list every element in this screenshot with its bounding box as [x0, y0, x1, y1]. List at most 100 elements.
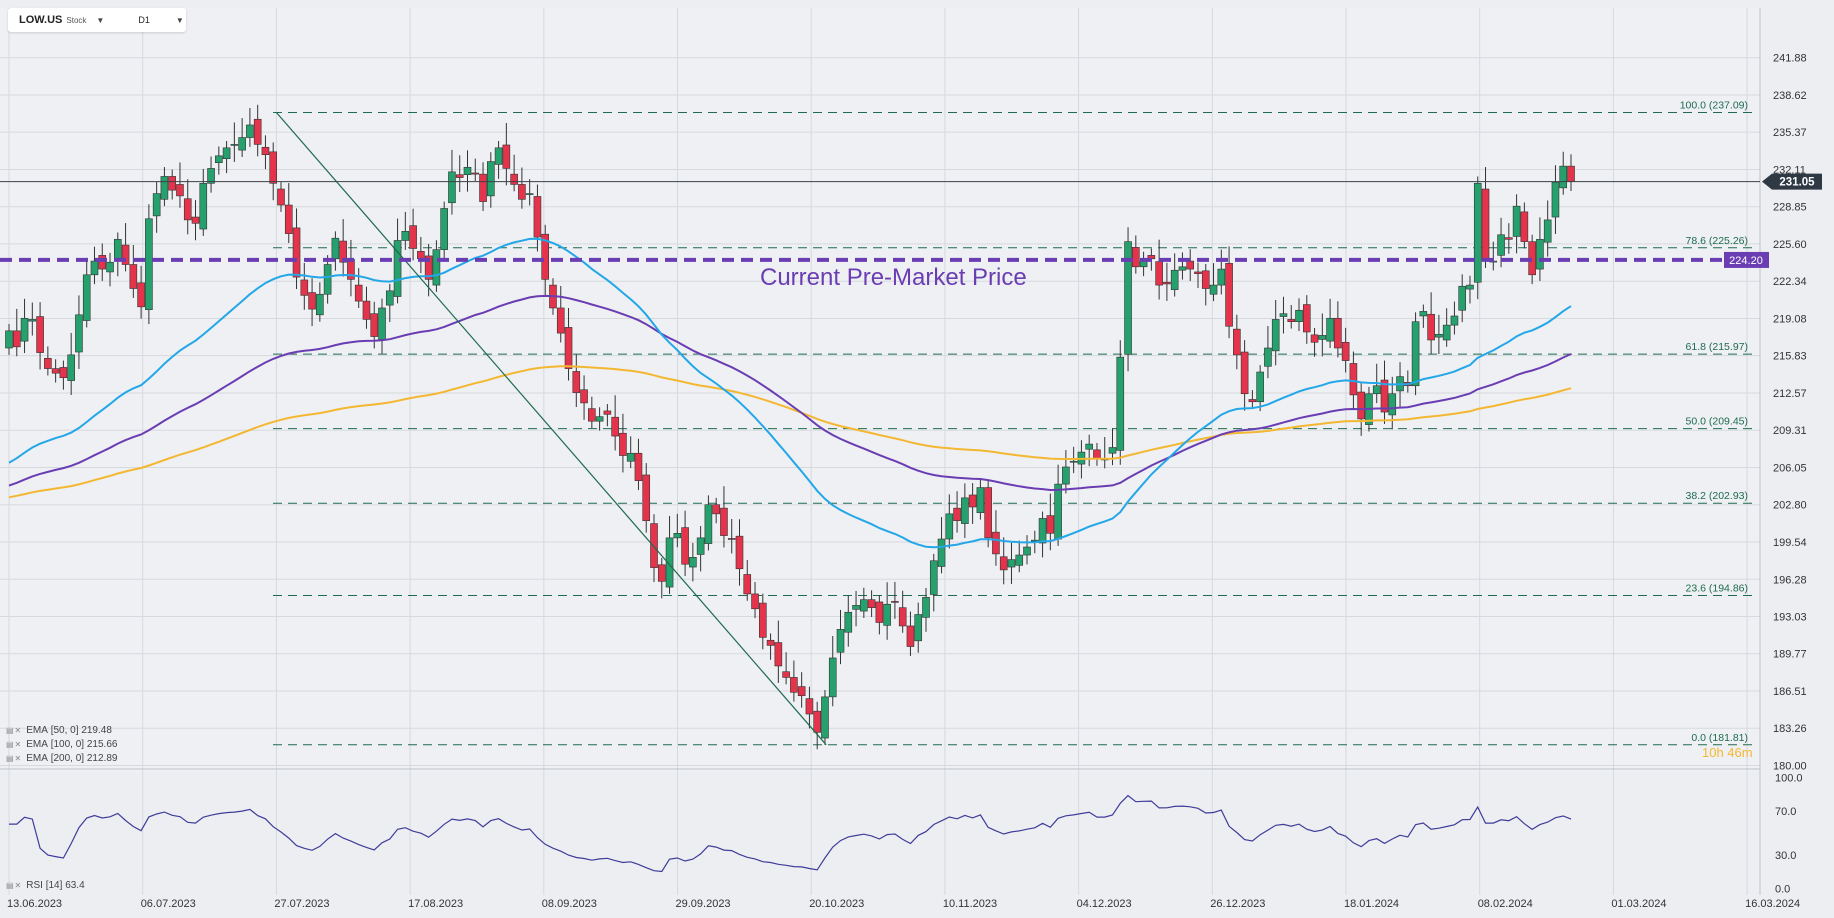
settings-close-icon[interactable]: ▤✕: [6, 726, 23, 735]
candle-body: [1015, 554, 1024, 566]
legend-ema100[interactable]: ▤✕ EMA [100, 0] 215.66: [6, 739, 117, 750]
settings-close-icon[interactable]: ▤✕: [6, 740, 23, 749]
candle-body: [417, 251, 425, 260]
candle: [1380, 360, 1389, 424]
candle-body: [1233, 328, 1241, 356]
candle-body: [1023, 546, 1031, 556]
candle: [611, 395, 619, 451]
candle-body: [1536, 239, 1544, 270]
legend-rsi[interactable]: ▤✕ RSI [14] 63.4: [6, 880, 85, 891]
legend-ema50[interactable]: ▤✕ EMA [50, 0] 219.48: [6, 725, 112, 736]
symbol-label[interactable]: LOW.US: [19, 14, 63, 26]
legend-ema200[interactable]: ▤✕ EMA [200, 0] 212.89: [6, 753, 117, 764]
candle: [1302, 295, 1311, 344]
candle: [1248, 390, 1257, 409]
date-tick-label: 13.06.2023: [7, 898, 62, 910]
candle-body: [968, 494, 977, 508]
candle-body: [331, 237, 340, 260]
price-panel-bg: [0, 8, 1760, 772]
candle-body: [292, 227, 301, 278]
candle-body: [1520, 211, 1529, 242]
candle: [455, 155, 464, 192]
rsi-tick-label: 0.0: [1775, 884, 1790, 896]
candle: [813, 701, 821, 750]
candle: [735, 519, 744, 586]
timeframe-caret-down-icon[interactable]: ▼: [175, 15, 184, 25]
candle: [821, 690, 829, 745]
candle: [712, 497, 720, 524]
candle-body: [891, 601, 899, 603]
price-tick-label: 202.80: [1773, 500, 1807, 512]
settings-close-icon[interactable]: ▤✕: [6, 881, 23, 890]
candle: [689, 542, 697, 582]
candle: [929, 553, 938, 612]
candle: [284, 183, 293, 243]
candle-body: [727, 538, 736, 540]
candle-body: [370, 313, 379, 337]
candle-body: [976, 487, 985, 514]
candle-body: [479, 173, 487, 202]
candle-body: [1567, 165, 1575, 182]
candle: [1015, 540, 1024, 573]
candle-body: [564, 327, 573, 369]
fib-level-label: 78.6 (225.26): [1686, 235, 1748, 247]
candle: [1264, 326, 1272, 379]
candle-body: [28, 319, 37, 322]
candle-body: [1357, 391, 1365, 420]
candle-body: [766, 639, 775, 646]
candle-body: [805, 698, 814, 715]
candle: [937, 517, 946, 574]
candle: [1442, 308, 1451, 347]
candle: [1116, 340, 1125, 465]
candle: [269, 142, 278, 201]
candle-body: [152, 193, 161, 217]
candle: [533, 184, 542, 252]
candle-body: [113, 239, 122, 260]
candle: [626, 436, 635, 469]
candle: [1334, 301, 1342, 358]
price-tick-label: 209.31: [1773, 425, 1807, 437]
candle-body: [1302, 304, 1311, 333]
date-tick-label: 18.01.2024: [1344, 898, 1399, 910]
date-tick-label: 01.03.2024: [1611, 898, 1666, 910]
candle-body: [704, 504, 713, 544]
candle-body: [510, 173, 518, 185]
candle-body: [432, 249, 441, 286]
price-tick-label: 189.77: [1773, 649, 1807, 661]
legend-ema50-value: 219.48: [81, 725, 112, 736]
candle: [59, 360, 68, 390]
candle-body: [440, 208, 448, 250]
candle-body: [961, 497, 969, 524]
candle-body: [1287, 319, 1296, 322]
candle-body: [1326, 317, 1334, 342]
candle: [1520, 202, 1529, 249]
candle: [145, 204, 153, 325]
candle: [1310, 327, 1319, 357]
settings-close-icon[interactable]: ▤✕: [6, 754, 23, 763]
candle-body: [588, 408, 596, 422]
candle: [183, 179, 192, 235]
candle: [331, 231, 340, 271]
candle-body: [448, 171, 456, 204]
candle: [1170, 253, 1179, 297]
candle-body: [51, 368, 60, 374]
candle-body: [502, 144, 511, 169]
candle: [354, 268, 363, 308]
candle-body: [1132, 247, 1140, 268]
price-tick-label: 206.05: [1773, 463, 1807, 475]
candle-body: [626, 452, 635, 462]
candle: [1295, 298, 1303, 332]
candle-body: [883, 603, 891, 626]
candle: [867, 590, 876, 618]
candle-body: [1334, 317, 1342, 349]
candle: [106, 252, 114, 287]
candle-body: [1108, 447, 1117, 454]
candle-body: [1093, 449, 1101, 460]
symbol-caret-down-icon[interactable]: ▼: [96, 15, 105, 25]
candle: [860, 587, 868, 618]
candle-body: [98, 255, 107, 270]
timeframe-label[interactable]: D1: [138, 15, 150, 25]
date-tick-label: 08.09.2023: [542, 898, 597, 910]
